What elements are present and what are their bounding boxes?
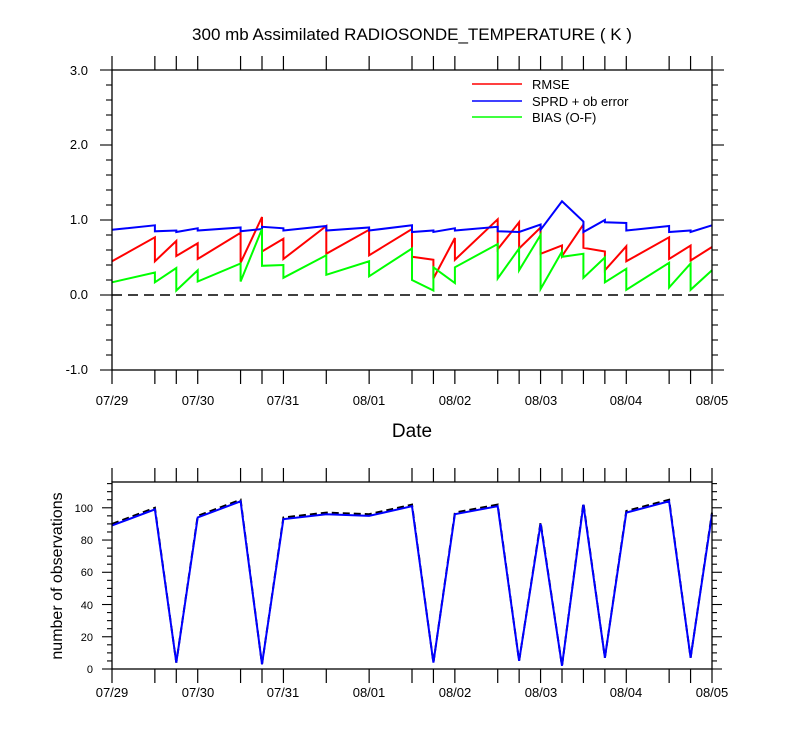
legend-label-sprd: SPRD + ob error	[532, 94, 629, 109]
top-chart: 300 mb Assimilated RADIOSONDE_TEMPERATUR…	[66, 25, 729, 442]
bottom-x-tick-label: 08/02	[439, 685, 472, 700]
top-x-tick-label: 08/01	[353, 393, 386, 408]
top-x-tick-label: 08/02	[439, 393, 472, 408]
bottom-chart: 07/29 07/30 07/31 08/01 08/02 08/03 08/0…	[49, 468, 728, 700]
bottom-y-tick-label: 20	[81, 632, 93, 644]
bottom-x-tick-label: 07/30	[182, 685, 215, 700]
top-x-tick-label: 07/30	[182, 393, 215, 408]
series-line-sprd-ob-error	[111, 199, 713, 234]
top-x-tick-label: 07/31	[267, 393, 300, 408]
series-line-rmse	[111, 216, 713, 279]
top-plot-frame	[111, 69, 713, 371]
bottom-y-tick-labels: 0 20 40 60 80 100	[75, 503, 93, 676]
bottom-series-group	[111, 498, 713, 666]
top-y-tick-labels: -1.0 0.0 1.0 2.0 3.0	[66, 63, 88, 377]
top-x-axis-title: Date	[392, 421, 432, 442]
series-line-bias-o-f	[111, 228, 713, 293]
top-x-tick-labels: 07/29 07/30 07/31 08/01 08/02 08/03 08/0…	[96, 393, 729, 408]
chart-title: 300 mb Assimilated RADIOSONDE_TEMPERATUR…	[192, 25, 632, 44]
bottom-y-ticks	[102, 483, 722, 670]
top-y-tick-label: 2.0	[70, 137, 88, 152]
legend-label-bias: BIAS (O-F)	[532, 110, 596, 125]
top-x-tick-label: 08/03	[525, 393, 558, 408]
bottom-y-axis-title: number of observations	[49, 492, 66, 659]
top-y-tick-label: 3.0	[70, 63, 88, 78]
bottom-x-tick-label: 08/03	[525, 685, 558, 700]
legend-label-rmse: RMSE	[532, 77, 570, 92]
legend: RMSE SPRD + ob error BIAS (O-F)	[472, 77, 629, 125]
bottom-x-tick-label: 07/31	[267, 685, 300, 700]
obs-line-used	[111, 499, 713, 666]
top-y-ticks	[100, 69, 724, 371]
bottom-x-tick-label: 08/01	[353, 685, 386, 700]
bottom-y-tick-label: 0	[87, 664, 93, 676]
bottom-x-ticks	[111, 468, 713, 683]
top-x-ticks	[111, 56, 713, 384]
bottom-x-tick-label: 07/29	[96, 685, 129, 700]
top-x-tick-label: 08/04	[610, 393, 643, 408]
top-x-tick-label: 07/29	[96, 393, 129, 408]
top-series-group	[111, 199, 713, 293]
top-y-tick-label: 1.0	[70, 212, 88, 227]
bottom-x-tick-label: 08/05	[696, 685, 729, 700]
top-y-tick-label: 0.0	[70, 287, 88, 302]
bottom-x-tick-label: 08/04	[610, 685, 643, 700]
bottom-y-tick-label: 60	[81, 567, 93, 579]
top-x-tick-label: 08/05	[696, 393, 729, 408]
bottom-y-tick-label: 100	[75, 503, 93, 515]
bottom-y-tick-label: 80	[81, 535, 93, 547]
bottom-y-tick-label: 40	[81, 600, 93, 612]
top-y-tick-label: -1.0	[66, 362, 88, 377]
obs-line-possible	[111, 498, 713, 666]
bottom-x-tick-labels: 07/29 07/30 07/31 08/01 08/02 08/03 08/0…	[96, 685, 729, 700]
